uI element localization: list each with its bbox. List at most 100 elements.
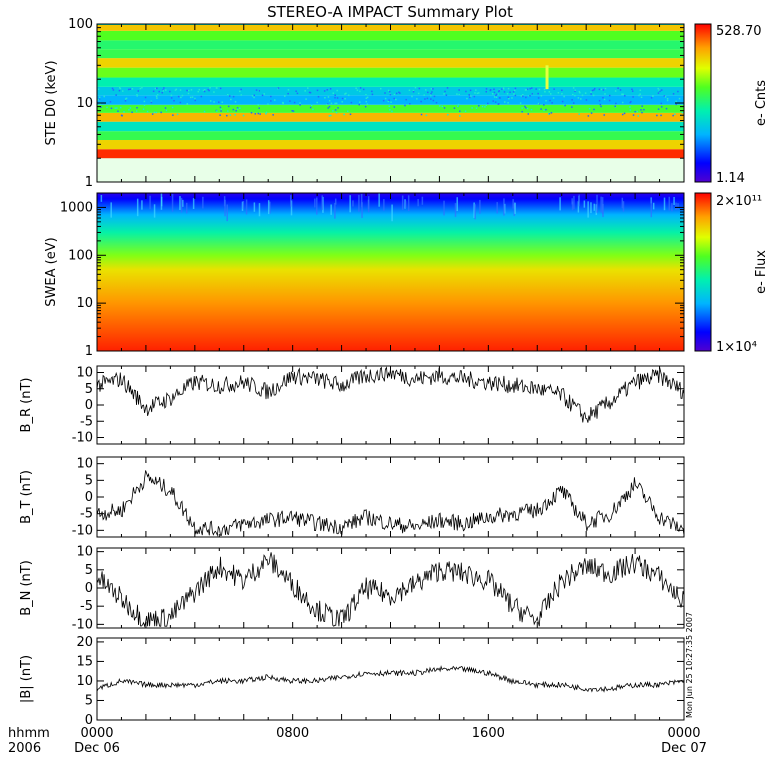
ste-energy-band [97, 40, 684, 50]
ste-speckle [466, 97, 468, 100]
ste-speckle [359, 87, 362, 89]
ste-speckle [495, 93, 498, 96]
ste-speckle [327, 96, 330, 98]
ste-speckle [216, 110, 218, 112]
bt-ytick-label: -5 [80, 507, 93, 522]
ste-speckle [571, 99, 573, 101]
ste-energy-band [97, 149, 684, 159]
ste-speckle [387, 100, 390, 103]
ste-speckle [519, 102, 522, 104]
ste-speckle [337, 107, 339, 109]
ste-speckle [208, 89, 210, 92]
ste-speckle [257, 112, 260, 115]
ste-speckle [124, 100, 127, 102]
ste-speckle [310, 104, 313, 107]
br-ylabel: B_R (nT) [19, 378, 34, 433]
ste-colorbar-max: 528.70 [716, 24, 762, 39]
ste-speckle [158, 90, 160, 93]
swea-streak [360, 193, 363, 208]
ste-speckle [219, 106, 222, 109]
ste-speckle [203, 90, 206, 93]
ste-speckle [299, 102, 301, 104]
ste-speckle [414, 86, 417, 89]
swea-colorbar-max: 2×10¹¹ [716, 194, 762, 209]
ste-speckle [110, 107, 113, 110]
ste-ytick-label: 100 [68, 17, 93, 32]
ste-speckle [187, 89, 190, 92]
ste-speckle [273, 99, 276, 101]
bt-series-line [97, 470, 684, 537]
ste-speckle [476, 92, 479, 95]
ste-speckle [164, 107, 167, 109]
ste-speckle [657, 87, 659, 90]
ste-speckle [629, 109, 632, 111]
ste-speckle [379, 87, 382, 90]
swea-streak [182, 199, 184, 207]
ste-speckle [365, 94, 367, 96]
ste-speckle [658, 89, 661, 91]
ste-speckle [484, 106, 486, 108]
ste-speckle [309, 91, 312, 94]
ste-speckle [324, 97, 326, 99]
swea-streak [668, 196, 671, 211]
ste-speckle [190, 89, 193, 91]
ste-speckle [529, 95, 531, 97]
ste-speckle [409, 103, 411, 105]
ste-speckle [430, 94, 432, 97]
ste-speckle [366, 103, 369, 105]
swea-streak [226, 204, 228, 222]
ste-speckle [97, 88, 100, 90]
ste-speckle [491, 92, 494, 95]
ste-speckle [425, 89, 427, 91]
bt-ytick-label: 10 [76, 457, 93, 472]
ste-speckle [497, 93, 499, 95]
ste-speckle [614, 90, 617, 92]
ste-energy-band [97, 86, 684, 96]
ste-speckle [513, 93, 515, 95]
ste-speckle [328, 105, 331, 108]
ste-speckle [169, 90, 171, 93]
ste-speckle [334, 102, 336, 105]
ste-speckle [265, 112, 267, 115]
ste-speckle [600, 105, 602, 108]
swea-streak [456, 197, 458, 212]
ste-speckle [631, 90, 634, 92]
ste-speckle [526, 88, 529, 91]
swea-streak [349, 195, 351, 213]
ste-speckle [226, 114, 228, 117]
swea-streak [621, 197, 624, 209]
swea-streak [650, 199, 653, 218]
ste-speckle [305, 98, 307, 100]
ste-speckle [498, 90, 501, 92]
ste-speckle [253, 94, 256, 96]
ste-speckle [106, 106, 108, 109]
ste-speckle [588, 107, 591, 110]
ste-energy-band [97, 112, 684, 122]
ste-speckle [218, 101, 220, 103]
ste-speckle [602, 89, 605, 91]
ste-speckle [507, 87, 510, 90]
ste-speckle [316, 89, 319, 92]
swea-streak [417, 198, 419, 207]
ste-speckle [399, 92, 401, 94]
ste-speckle [495, 94, 497, 97]
swea-streak [503, 198, 505, 216]
ste-speckle [155, 111, 158, 114]
ste-speckle [229, 114, 232, 116]
ste-speckle [529, 87, 531, 90]
ste-speckle [129, 88, 132, 91]
bn-ytick-label: 10 [76, 545, 93, 560]
ste-feature [545, 65, 549, 90]
ste-speckle [327, 107, 329, 109]
swea-streak [253, 202, 256, 212]
swea-streak [590, 202, 592, 214]
ste-speckle [371, 93, 374, 96]
swea-streak [573, 195, 575, 210]
ste-speckle [176, 113, 179, 116]
ste-speckle [253, 96, 255, 99]
ste-speckle [258, 90, 261, 92]
ste-speckle [263, 93, 265, 95]
bt-ylabel: B_T (nT) [19, 470, 34, 524]
ste-speckle [336, 89, 338, 92]
ste-speckle [502, 88, 505, 90]
